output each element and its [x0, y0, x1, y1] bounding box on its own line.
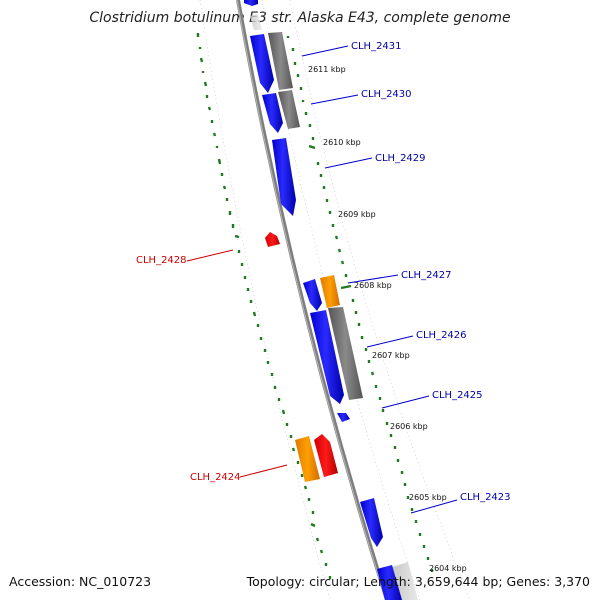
cds-bottom — [377, 565, 402, 600]
genome-backbone — [236, 0, 389, 600]
cds-CLH_2428 — [265, 232, 280, 247]
gene-label-CLH_2428[interactable]: CLH_2428 — [136, 255, 187, 266]
genes-text: Genes: 3,370 — [506, 574, 590, 589]
outer-ring-guide — [289, 0, 471, 600]
gene-label-CLH_2430[interactable]: CLH_2430 — [361, 89, 412, 100]
cds-CLH_2426 — [310, 310, 344, 404]
cds-blue-2427 — [303, 279, 322, 311]
gene-label-CLH_2429[interactable]: CLH_2429 — [375, 153, 426, 164]
scale-label-2605: 2605 kbp — [409, 493, 447, 502]
gray-feature-2431 — [268, 32, 293, 90]
scale-label-2611: 2611 kbp — [308, 65, 346, 74]
cds-CLH_2431 — [250, 34, 274, 93]
cds-CLH_2429 — [272, 138, 296, 216]
map-title: Clostridium botulinum E3 str. Alaska E43… — [89, 10, 511, 26]
accession-text: Accession: NC_010723 — [9, 574, 152, 589]
cds-CLH_2430 — [262, 93, 283, 133]
gene-label-CLH_2424[interactable]: CLH_2424 — [190, 472, 241, 483]
gene-label-CLH_2427[interactable]: CLH_2427 — [401, 270, 452, 281]
feature-top-light — [250, 14, 262, 30]
topology-text: Topology: circular — [246, 574, 356, 589]
cds-CLH_2423 — [360, 498, 383, 547]
scale-label-2606: 2606 kbp — [390, 422, 428, 431]
label-leader-lines — [186, 45, 458, 514]
orange-feature-2424 — [295, 436, 320, 482]
gene-label-CLH_2431[interactable]: CLH_2431 — [351, 41, 402, 52]
gene-label-CLH_2423[interactable]: CLH_2423 — [460, 492, 511, 503]
length-text: Length: 3,659,644 bp — [363, 574, 499, 589]
orange-feature-2427 — [320, 275, 340, 308]
gc-skew-track — [286, 36, 434, 572]
scale-label-2607: 2607 kbp — [372, 351, 410, 360]
cds-CLH_2425 — [337, 413, 350, 422]
gray-feature-2430 — [278, 90, 300, 129]
scale-label-2604: 2604 kbp — [429, 564, 467, 573]
gene-label-CLH_2425[interactable]: CLH_2425 — [432, 390, 483, 401]
feature-top-partial — [244, 0, 258, 6]
genome-stats: Topology: circular; Length: 3,659,644 bp… — [246, 574, 590, 589]
cds-red-2424 — [314, 434, 338, 477]
scale-label-2608: 2608 kbp — [354, 281, 392, 290]
gene-label-CLH_2426[interactable]: CLH_2426 — [416, 330, 467, 341]
gc-content-track — [196, 33, 332, 579]
scale-label-2610: 2610 kbp — [323, 138, 361, 147]
scale-label-2609: 2609 kbp — [338, 210, 376, 219]
inner-ring-guide — [261, 0, 421, 600]
gray-feature-2426 — [328, 307, 363, 400]
